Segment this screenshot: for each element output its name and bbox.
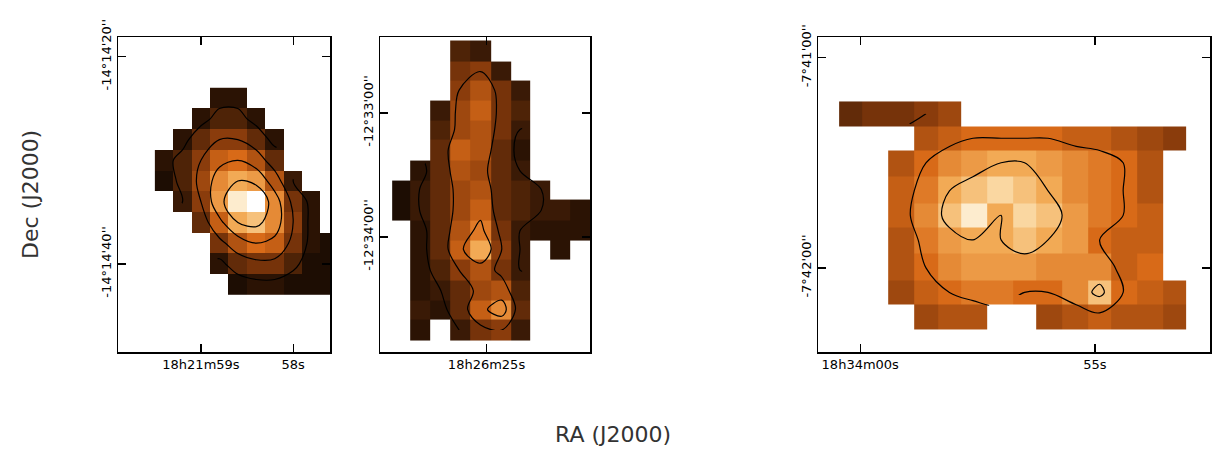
svg-text:18h21m59s: 18h21m59s bbox=[162, 357, 240, 372]
svg-text:58s: 58s bbox=[281, 357, 305, 372]
svg-text:-7°41'00'': -7°41'00'' bbox=[799, 24, 814, 87]
svg-text:-7°42'00'': -7°42'00'' bbox=[799, 234, 814, 297]
svg-text:55s: 55s bbox=[1083, 357, 1107, 372]
svg-text:-12°33'00'': -12°33'00'' bbox=[361, 75, 376, 147]
svg-text:Dec (J2000): Dec (J2000) bbox=[18, 130, 43, 259]
svg-text:-14°14'40'': -14°14'40'' bbox=[99, 226, 114, 298]
svg-text:18h34m00s: 18h34m00s bbox=[822, 357, 900, 372]
svg-text:-14°14'20'': -14°14'20'' bbox=[99, 19, 114, 91]
svg-text:18h26m25s: 18h26m25s bbox=[448, 357, 526, 372]
svg-text:RA (J2000): RA (J2000) bbox=[555, 422, 671, 447]
svg-text:-12°34'00'': -12°34'00'' bbox=[361, 199, 376, 271]
